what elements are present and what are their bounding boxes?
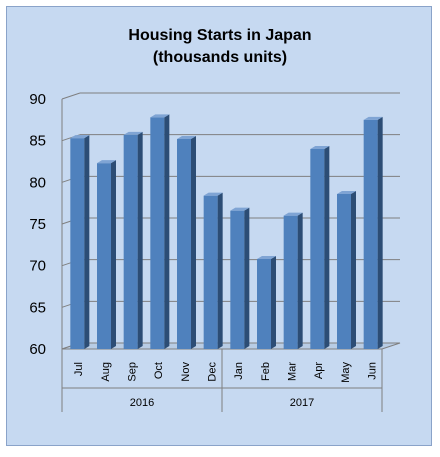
y-tick-label: 90: [29, 91, 46, 108]
y-tick-label: 60: [29, 341, 46, 358]
bar-side: [244, 207, 250, 349]
x-category-label: Mar: [287, 362, 299, 381]
x-category-label: Dec: [207, 362, 219, 382]
x-category-label: Jan: [233, 362, 245, 380]
bar-Dec: [203, 192, 223, 349]
bar-front: [337, 194, 351, 349]
x-category-label: Aug: [100, 362, 112, 382]
y-tick-label: 70: [29, 258, 46, 275]
x-category-label: Feb: [260, 362, 272, 381]
bar-Feb: [257, 256, 276, 349]
x-category-label: Sep: [127, 362, 139, 382]
bar-front: [230, 210, 245, 349]
x-category-label: Jul: [73, 362, 85, 376]
bar-top: [203, 192, 223, 196]
y-tick-label: 85: [29, 133, 46, 150]
x-category-label: Jun: [367, 362, 379, 380]
bar-Mar: [283, 212, 303, 349]
axis-layer: 60 65 70 75 80 85 90 Jul Aug Sep Oct Nov Dec Jan Feb Ma…: [29, 91, 383, 412]
bar-side: [217, 192, 223, 349]
bar-front: [123, 134, 138, 349]
bar-front: [97, 163, 111, 349]
bar-side: [297, 212, 303, 349]
bar-top: [283, 212, 303, 216]
bar-top: [257, 256, 276, 259]
gridline-depth-90: [61, 92, 81, 100]
bar-side: [164, 114, 170, 349]
bar-side: [191, 136, 196, 349]
bar-Jul: [70, 135, 90, 349]
bar-front: [310, 149, 325, 349]
bar-Nov: [177, 136, 196, 349]
bar-side: [271, 256, 276, 349]
bar-side: [111, 160, 116, 349]
bar-Jan: [230, 207, 250, 349]
x-category-label: Oct: [153, 362, 165, 379]
bar-top: [70, 135, 90, 139]
bars-layer: [70, 114, 383, 349]
chart-title-line-2: (thousands units): [153, 49, 287, 66]
x-category-label: May: [340, 362, 352, 383]
y-tick-label: 75: [29, 216, 46, 233]
x-group-label: 2017: [290, 397, 314, 409]
bar-top: [337, 191, 356, 194]
bar-top: [123, 131, 143, 135]
bar-top: [310, 146, 330, 149]
bar-front: [283, 215, 298, 349]
bar-front: [150, 117, 165, 349]
bar-Sep: [123, 131, 143, 349]
x-group-label: 2016: [130, 397, 154, 409]
bar-top: [150, 114, 170, 118]
bar-side: [351, 191, 356, 349]
bar-side: [137, 131, 143, 349]
bar-front: [363, 119, 378, 349]
bar-top: [97, 160, 116, 164]
bar-May: [337, 191, 356, 349]
bar-Apr: [310, 146, 330, 349]
bar-top: [230, 207, 250, 211]
y-tick-label: 65: [29, 299, 46, 316]
y-tick-label: 80: [29, 174, 46, 191]
bar-front: [177, 139, 191, 349]
bar-front: [257, 259, 271, 349]
bar-side: [84, 135, 90, 349]
bar-Oct: [150, 114, 170, 349]
bar-side: [377, 116, 383, 349]
bar-Jun: [363, 116, 383, 349]
bar-Aug: [97, 160, 116, 349]
bar-top: [177, 136, 196, 139]
x-category-label: Nov: [180, 362, 192, 382]
bar-side: [324, 146, 330, 349]
bar-front: [70, 138, 85, 349]
bar-front: [203, 195, 218, 349]
bar-top: [363, 116, 383, 120]
x-category-label: Apr: [313, 362, 325, 379]
chart-title-line-1: Housing Starts in Japan: [128, 27, 311, 44]
